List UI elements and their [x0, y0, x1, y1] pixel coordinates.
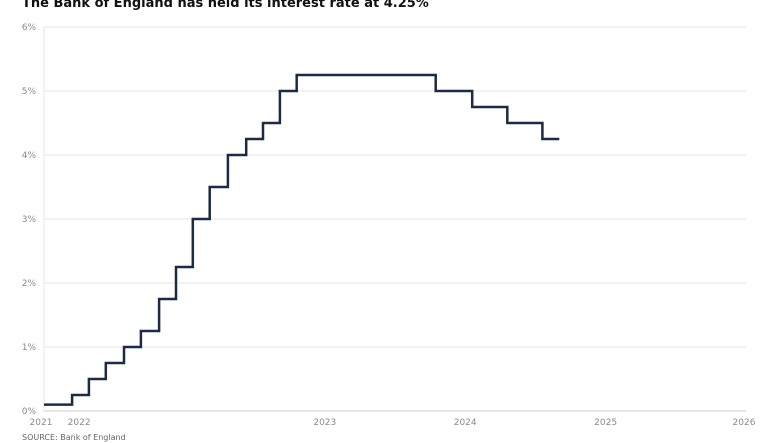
series-line-bank-rate — [44, 73, 560, 406]
y-tick-label: 2% — [22, 279, 37, 289]
x-tick-label: 2021 — [30, 418, 53, 428]
y-tick-label: 3% — [22, 215, 37, 225]
x-tick-label: 2025 — [594, 418, 617, 428]
y-tick-label: 4% — [22, 151, 37, 161]
x-axis-tick-labels: 2021 2022 2023 2024 2025 2026 — [30, 418, 756, 428]
chart-source: SOURCE: Bank of England — [22, 433, 126, 442]
grid-lines — [43, 26, 746, 412]
series-layer — [44, 73, 560, 406]
y-axis-tick-labels: 0% 1% 2% 3% 4% 5% 6% — [22, 23, 37, 417]
y-tick-label: 1% — [22, 343, 37, 353]
y-tick-label: 5% — [22, 87, 37, 97]
y-tick-label: 0% — [22, 407, 37, 417]
x-tick-label: 2022 — [68, 418, 91, 428]
x-tick-label: 2024 — [454, 418, 477, 428]
x-tick-label: 2026 — [733, 418, 756, 428]
y-tick-label: 6% — [22, 23, 37, 33]
x-tick-label: 2023 — [313, 418, 336, 428]
chart-title: The Bank of England has held its interes… — [22, 0, 429, 11]
